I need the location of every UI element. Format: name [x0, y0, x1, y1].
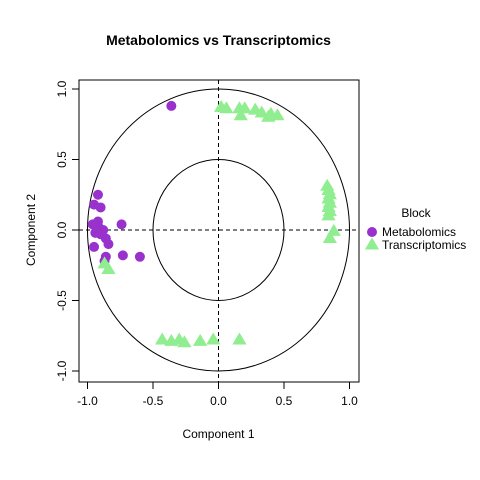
- chart-title: Metabolomics vs Transcriptomics: [106, 32, 331, 48]
- transcriptomics-point: [321, 208, 336, 221]
- x-axis: -1.0 -0.5 0.0 0.5 1.0: [77, 381, 358, 408]
- series-metabolomics: [87, 100, 177, 267]
- legend-label-metabolomics: Metabolomics: [382, 225, 456, 239]
- metabolomics-point: [116, 219, 127, 230]
- transcriptomics-point: [219, 101, 234, 114]
- x-tick-label: 0.0: [210, 394, 227, 408]
- transcriptomics-point: [101, 261, 116, 274]
- legend-key-transcriptomics: [364, 237, 380, 250]
- y-axis: -1.0 -0.5 0.0 0.5 1.0: [55, 80, 80, 381]
- reference-lines: [79, 80, 359, 382]
- transcriptomics-point: [177, 335, 192, 348]
- legend-key-metabolomics: [367, 227, 377, 237]
- y-tick-label: -1.0: [55, 360, 69, 381]
- metabolomics-point: [166, 100, 177, 111]
- data-points: [87, 99, 341, 348]
- transcriptomics-point: [206, 332, 221, 345]
- x-tick-label: 0.5: [276, 394, 293, 408]
- y-tick-label: -0.5: [55, 290, 69, 311]
- y-axis-label: Component 2: [24, 194, 38, 266]
- transcriptomics-point: [270, 108, 285, 121]
- transcriptomics-point: [322, 230, 337, 243]
- x-tick-label: 1.0: [341, 394, 358, 408]
- metabolomics-point: [117, 250, 128, 261]
- legend-label-transcriptomics: Transcriptomics: [382, 238, 466, 252]
- x-tick-label: -1.0: [77, 394, 98, 408]
- x-tick-label: -0.5: [143, 394, 164, 408]
- transcriptomics-point: [232, 332, 247, 345]
- transcriptomics-point: [193, 333, 208, 346]
- transcriptomics-point: [233, 108, 248, 121]
- transcriptomics-point: [155, 332, 170, 345]
- legend-title: Block: [401, 206, 431, 220]
- metabolomics-point: [89, 241, 100, 252]
- y-tick-label: 0.0: [55, 221, 69, 238]
- series-transcriptomics: [97, 99, 341, 348]
- metabolomics-point: [103, 239, 114, 250]
- y-tick-label: 1.0: [55, 80, 69, 97]
- metabolomics-point: [134, 251, 145, 262]
- metabolomics-point: [92, 189, 103, 200]
- metabolomics-point: [95, 202, 106, 213]
- transcriptomics-point: [254, 105, 269, 118]
- y-tick-label: 0.5: [55, 151, 69, 168]
- x-axis-label: Component 1: [182, 427, 254, 441]
- transcriptomics-point: [261, 109, 276, 122]
